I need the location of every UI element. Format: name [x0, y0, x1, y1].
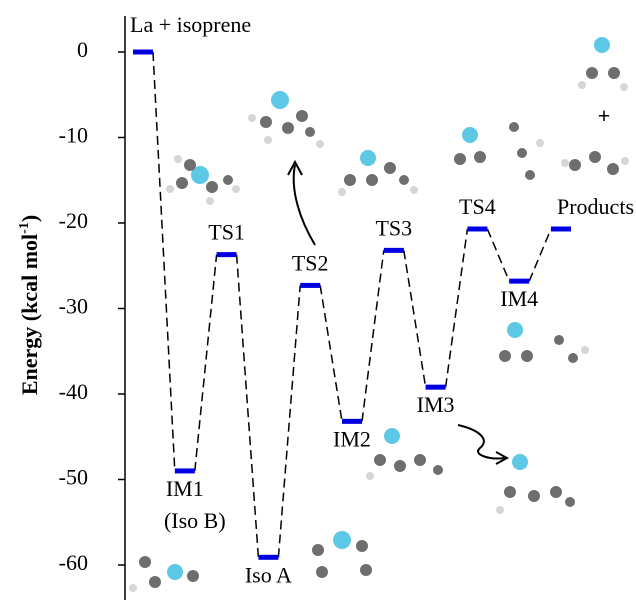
state-label: Products: [557, 194, 634, 219]
level: [258, 555, 278, 560]
level: [467, 226, 487, 231]
y-label-end: ): [17, 215, 42, 222]
state-label: TS4: [459, 194, 496, 219]
connector: [153, 52, 175, 471]
y-tick-label: -30: [59, 294, 88, 319]
y-axis-label: Energy (kcal mol-1): [17, 215, 42, 395]
y-label-text: Energy (kcal mol: [17, 234, 42, 395]
level: [551, 226, 571, 231]
annotation: (Iso B): [164, 508, 226, 533]
state-label: Iso A: [245, 562, 292, 587]
y-tick-label: -10: [59, 123, 88, 148]
state-label: IM2: [333, 426, 371, 451]
state-label: TS3: [375, 215, 412, 240]
state-label: IM4: [500, 286, 538, 311]
y-tick-label: -20: [59, 208, 88, 233]
y-tick-label: -40: [59, 379, 88, 404]
level: [342, 419, 362, 424]
connector: [195, 255, 217, 471]
connector: [446, 229, 468, 387]
level: [217, 252, 237, 257]
connector: [529, 229, 551, 281]
state-label: TS1: [208, 220, 245, 245]
y-label-sup: -1: [17, 222, 32, 234]
level: [300, 283, 320, 288]
connector: [487, 229, 509, 281]
level: [133, 50, 153, 55]
y-tick-label: -50: [59, 465, 88, 490]
level: [175, 468, 195, 473]
level: [384, 248, 404, 253]
state-label: TS2: [292, 250, 329, 275]
connector: [278, 285, 300, 557]
annotation: +: [598, 103, 611, 128]
y-tick-label: 0: [77, 37, 88, 62]
y-tick-label: -60: [59, 550, 88, 575]
state-label: La + isoprene: [130, 12, 251, 37]
connector: [237, 255, 259, 558]
connector: [404, 250, 426, 387]
state-label: IM3: [417, 392, 455, 417]
level: [509, 279, 529, 284]
chart: Energy (kcal mol-1) -60 -50 -40 -30 -20 -10 0 L…: [0, 0, 636, 609]
connector: [362, 250, 384, 421]
connector: [320, 285, 342, 421]
level: [426, 385, 446, 390]
state-label: IM1: [166, 476, 204, 501]
